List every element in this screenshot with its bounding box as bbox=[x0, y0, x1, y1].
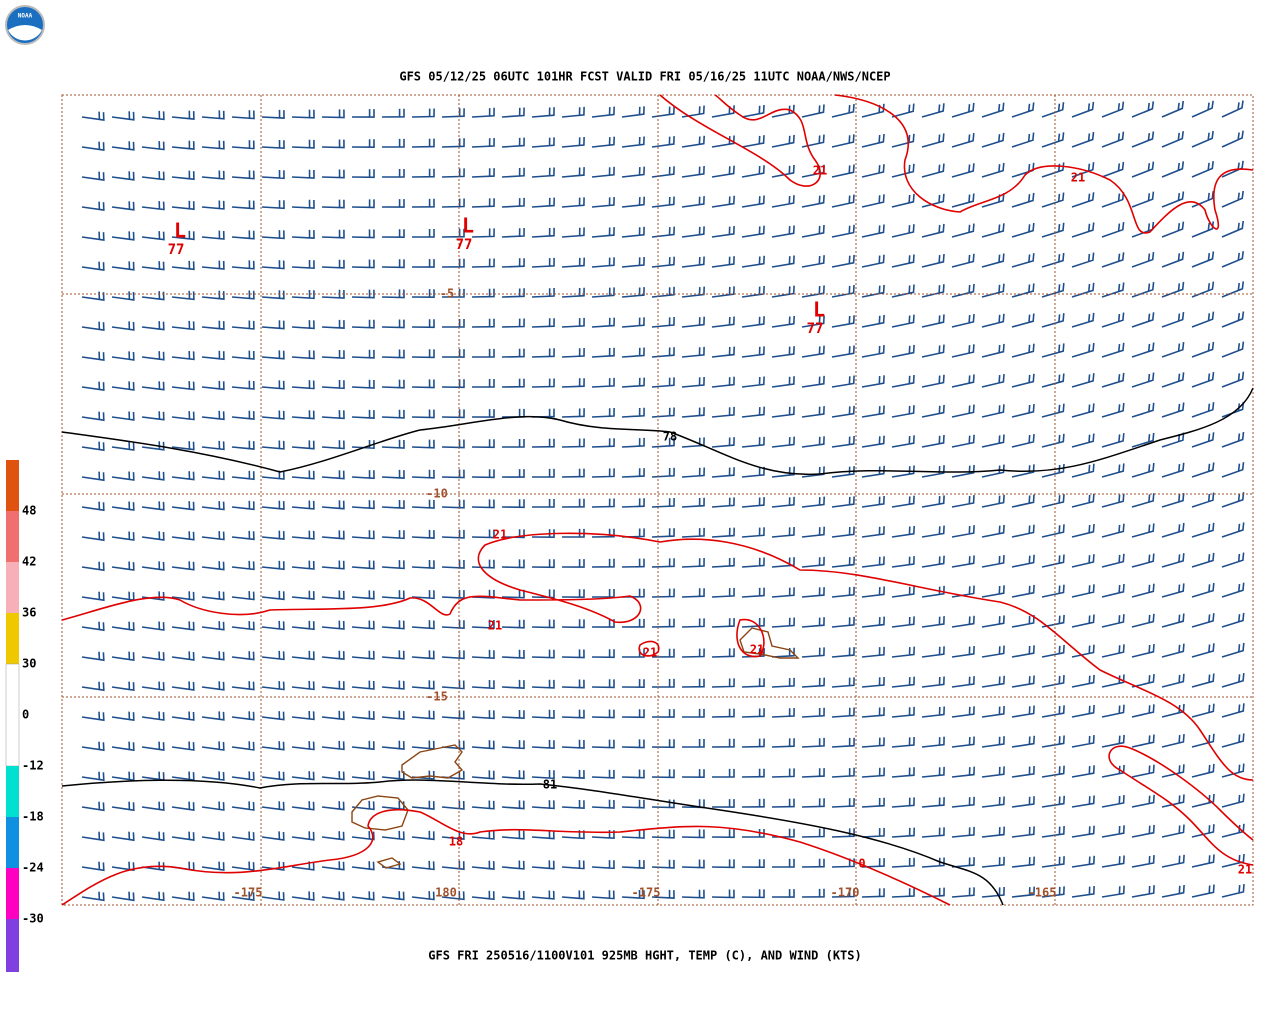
height-contour bbox=[61, 779, 1004, 906]
colorbar-swatch bbox=[6, 562, 19, 613]
colorbar-label: -24 bbox=[22, 861, 44, 875]
low-symbol: L bbox=[813, 298, 825, 322]
colorbar-swatch bbox=[5, 663, 20, 767]
lat-label: -5 bbox=[440, 287, 454, 301]
colorbar: 48 42 36 30 0 -12 -18 -24 -30 bbox=[5, 460, 44, 972]
lon-label: -170 bbox=[831, 886, 860, 900]
map-title: GFS 05/12/25 06UTC 101HR FCST VALID FRI … bbox=[399, 70, 890, 84]
temp-label: 18 bbox=[449, 835, 463, 849]
temp-label: 21 bbox=[1071, 171, 1085, 185]
temp-contour bbox=[638, 640, 660, 657]
temp-contour bbox=[61, 532, 1254, 781]
temp-contour bbox=[61, 808, 951, 906]
colorbar-swatch bbox=[6, 613, 19, 664]
colorbar-swatch bbox=[6, 511, 19, 562]
temp-label: 21 bbox=[813, 164, 827, 178]
colorbar-label: 48 bbox=[22, 504, 36, 518]
map-labels: -5-10-15-175 180 -175 -170 -165L77L77L777881… bbox=[168, 164, 1253, 900]
temperature-contours bbox=[61, 94, 1254, 906]
colorbar-label: 0 bbox=[22, 708, 29, 722]
height-contour bbox=[61, 387, 1254, 476]
temp-label: 21 bbox=[1238, 863, 1252, 877]
colorbar-swatch bbox=[6, 817, 19, 868]
colorbar-label: -30 bbox=[22, 912, 44, 926]
lon-label: 180 bbox=[435, 886, 457, 900]
low-symbol: L bbox=[462, 214, 474, 238]
lat-label: -15 bbox=[426, 690, 448, 704]
temp-contour bbox=[834, 94, 1254, 234]
colorbar-label: 42 bbox=[22, 555, 36, 569]
colorbar-swatch bbox=[6, 460, 19, 511]
colorbar-label: 36 bbox=[22, 606, 36, 620]
colorbar-swatch bbox=[6, 766, 19, 817]
low-value: 77 bbox=[456, 237, 473, 253]
colorbar-label: -12 bbox=[22, 759, 44, 773]
height-label: 78 bbox=[663, 430, 677, 444]
logo-wave bbox=[8, 25, 42, 41]
temp-label: 21 bbox=[488, 619, 502, 633]
lat-label: -10 bbox=[426, 487, 448, 501]
map-caption: GFS FRI 250516/1100V101 925MB HGHT, TEMP… bbox=[428, 949, 861, 963]
colorbar-swatch bbox=[6, 868, 19, 919]
colorbar-label: 30 bbox=[22, 657, 36, 671]
lon-label: -175 bbox=[632, 886, 661, 900]
wind-barb-field bbox=[81, 100, 1245, 902]
lon-label: -175 bbox=[234, 886, 263, 900]
temp-contour bbox=[659, 94, 821, 187]
logo-text: NOAA bbox=[18, 13, 33, 20]
temp-contour bbox=[1108, 745, 1254, 866]
graticule bbox=[62, 95, 1253, 905]
coastlines bbox=[351, 627, 800, 869]
temp-contour bbox=[736, 618, 765, 658]
island bbox=[401, 744, 464, 779]
height-label: 81 bbox=[543, 778, 557, 792]
map-frame bbox=[61, 94, 1254, 906]
noaa-logo: NOAA bbox=[5, 5, 45, 45]
island bbox=[351, 795, 409, 831]
lon-label: -165 bbox=[1028, 886, 1057, 900]
temp-label: 21 bbox=[493, 528, 507, 542]
colorbar-swatch bbox=[6, 919, 19, 972]
temp-label: 21 bbox=[643, 646, 657, 660]
height-contours bbox=[61, 387, 1254, 906]
colorbar-label: -18 bbox=[22, 810, 44, 824]
temp-label: 21 bbox=[750, 643, 764, 657]
low-value: 77 bbox=[807, 321, 824, 337]
low-value: 77 bbox=[168, 242, 185, 258]
low-symbol: L bbox=[174, 219, 186, 243]
island bbox=[739, 627, 800, 659]
island bbox=[376, 857, 402, 869]
wind-barbs bbox=[81, 100, 1245, 902]
temp-label: 0 bbox=[858, 857, 865, 871]
